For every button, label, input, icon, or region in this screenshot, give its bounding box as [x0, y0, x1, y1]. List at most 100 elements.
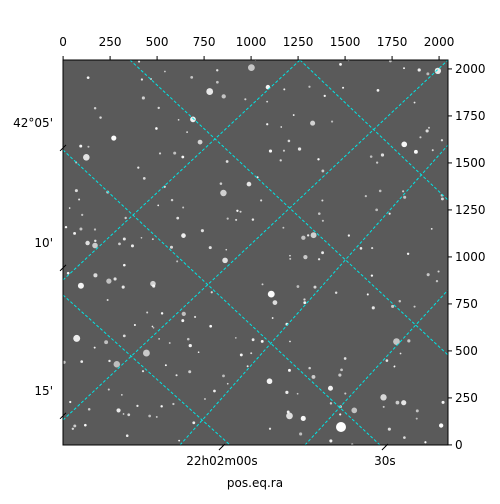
star	[268, 427, 272, 430]
star	[382, 405, 385, 408]
star	[321, 219, 324, 222]
star	[415, 417, 418, 420]
star	[246, 365, 249, 368]
star	[177, 118, 180, 121]
star	[83, 154, 90, 161]
star	[303, 298, 306, 301]
star	[289, 254, 291, 257]
star	[244, 98, 247, 101]
star	[272, 300, 278, 305]
star	[197, 139, 203, 145]
dec-tick	[59, 144, 67, 152]
star	[107, 388, 110, 391]
star	[266, 123, 269, 126]
star	[221, 94, 226, 99]
star	[121, 285, 125, 289]
star	[226, 382, 229, 385]
star	[141, 370, 145, 373]
star	[419, 136, 422, 139]
star	[142, 177, 146, 180]
x-tick-label: 0	[59, 35, 67, 49]
star	[323, 94, 326, 98]
star	[261, 283, 264, 286]
star	[111, 135, 117, 141]
star	[225, 160, 229, 163]
star	[93, 273, 98, 278]
star	[268, 149, 273, 153]
star	[260, 339, 264, 343]
star	[158, 337, 161, 340]
star	[93, 346, 96, 349]
star	[73, 424, 77, 428]
star	[311, 374, 316, 379]
dec-tick	[59, 412, 67, 420]
star	[188, 343, 192, 348]
star	[285, 390, 289, 394]
star	[402, 190, 405, 193]
star	[251, 218, 255, 221]
star	[292, 114, 295, 116]
star	[388, 212, 391, 215]
frame	[62, 59, 449, 446]
star	[158, 152, 162, 155]
star	[426, 273, 430, 277]
star	[375, 208, 379, 212]
star	[391, 304, 395, 308]
star	[256, 176, 259, 179]
star	[138, 60, 141, 63]
star-field	[63, 60, 445, 445]
star	[246, 181, 252, 187]
star	[206, 88, 214, 95]
star	[69, 400, 72, 404]
star	[106, 298, 109, 301]
star	[286, 412, 293, 420]
star	[280, 126, 283, 128]
star	[168, 342, 171, 344]
star	[137, 166, 140, 169]
star	[148, 414, 152, 418]
coordinate-grid	[63, 60, 448, 445]
grid-line	[304, 289, 448, 445]
star	[140, 236, 143, 239]
x-tick-label: 1250	[283, 35, 314, 49]
star	[106, 278, 112, 284]
star	[155, 127, 158, 130]
star	[123, 263, 126, 267]
x-tick-label: 1750	[377, 35, 408, 49]
star	[197, 351, 200, 354]
ra-tick	[381, 443, 389, 451]
star	[122, 413, 125, 415]
star	[426, 72, 430, 76]
star	[204, 398, 206, 400]
star	[329, 439, 333, 443]
star	[380, 153, 385, 157]
star	[376, 161, 379, 164]
dec-tick	[59, 264, 67, 272]
star	[118, 242, 121, 246]
star	[393, 365, 396, 368]
star	[164, 70, 166, 73]
star	[133, 324, 136, 327]
star	[216, 69, 219, 72]
star	[364, 194, 367, 198]
star	[113, 277, 117, 281]
star	[336, 422, 346, 432]
star	[125, 434, 129, 438]
star	[279, 159, 282, 162]
star	[338, 373, 342, 377]
star	[79, 227, 83, 231]
star	[300, 415, 306, 421]
star	[226, 217, 229, 220]
star	[181, 155, 185, 159]
star	[157, 106, 160, 110]
star	[108, 359, 111, 363]
y-tick-label: 750	[455, 297, 478, 311]
star	[251, 338, 255, 342]
star	[140, 78, 144, 81]
star	[347, 234, 351, 237]
y-tick-label: 250	[455, 391, 478, 405]
x-tick-label: 500	[146, 35, 169, 49]
star	[296, 285, 300, 288]
star	[417, 68, 421, 72]
star	[313, 285, 317, 289]
